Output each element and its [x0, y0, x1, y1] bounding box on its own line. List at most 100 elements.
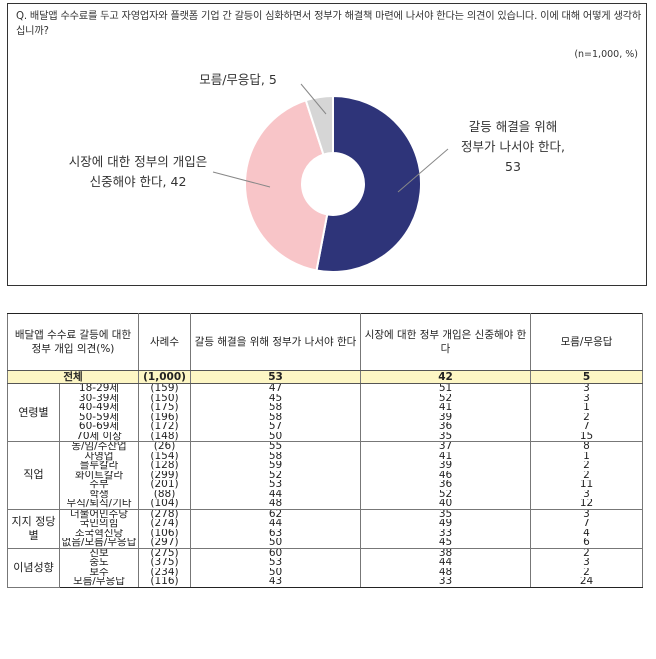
table-row: 40-49세 (175) 58 41 1 — [8, 403, 644, 413]
table-row: 연령별 18-29세 (159) 47 51 3 — [7, 383, 644, 442]
header-col1: 갈등 해결을 위해 정부가 나서야 한다 — [190, 313, 362, 371]
pie-slice-2 — [304, 94, 334, 156]
row-v2: 48 — [360, 567, 532, 577]
row-n: (172) — [138, 422, 192, 432]
row-v3: 12 — [530, 499, 644, 510]
row-label: 70세 이상 — [58, 431, 140, 442]
row-v1: 50 — [190, 567, 362, 577]
leader-line-1 — [212, 171, 271, 188]
row-v2: 40 — [360, 499, 532, 510]
row-v3: 7 — [530, 422, 644, 432]
row-v1: 59 — [190, 461, 362, 471]
row-v3: 2 — [530, 461, 644, 471]
row-n: (375) — [138, 558, 192, 568]
table-row: 30-39세 (150) 45 52 3 — [8, 393, 644, 403]
row-v3: 3 — [530, 383, 644, 394]
row-v2: 35 — [360, 431, 532, 442]
pie-label-0: 갈등 해결을 위해 정부가 나서야 한다, 53 — [461, 119, 565, 174]
group-label: 지지 정당별 — [7, 509, 60, 549]
total-v1: 53 — [190, 370, 362, 384]
row-label: 40-49세 — [58, 403, 140, 413]
row-v1: 63 — [190, 528, 362, 538]
row-n: (159) — [138, 383, 192, 394]
row-n: (88) — [138, 489, 192, 499]
table-header-row: 배달앱 수수료 갈등에 대한 정부 개입 의견(%) 사례수 갈등 해결을 위해… — [6, 313, 644, 371]
row-v3: 1 — [530, 403, 644, 413]
row-v3: 6 — [530, 538, 644, 549]
row-v3: 15 — [530, 431, 644, 442]
row-v3: 24 — [530, 577, 644, 588]
row-n: (196) — [138, 412, 192, 422]
leader-line-0 — [397, 148, 449, 193]
row-v3: 2 — [530, 470, 644, 480]
row-v1: 50 — [190, 431, 362, 442]
row-n: (116) — [138, 577, 192, 588]
row-label: 모름/무응답 — [58, 577, 140, 588]
row-label: 무직/퇴직/기타 — [58, 499, 140, 510]
row-v1: 53 — [190, 480, 362, 490]
header-group: 배달앱 수수료 갈등에 대한 정부 개입 의견(%) — [6, 313, 140, 371]
row-n: (201) — [138, 480, 192, 490]
row-n: (106) — [138, 528, 192, 538]
row-label: 중도 — [58, 558, 140, 568]
row-v2: 49 — [360, 519, 532, 529]
table-row: 화이트칼라 (299) 52 46 2 — [8, 470, 644, 480]
row-v3: 2 — [530, 567, 644, 577]
row-v2: 33 — [360, 528, 532, 538]
result-table: 배달앱 수수료 갈등에 대한 정부 개입 의견(%) 사례수 갈등 해결을 위해… — [6, 313, 644, 588]
table-row: 자영업 (154) 58 41 1 — [8, 451, 644, 461]
row-n: (26) — [138, 441, 192, 452]
table-row: 보수 (234) 50 48 2 — [8, 567, 644, 577]
row-v3: 3 — [530, 489, 644, 499]
row-label: 없음/모름/무응답 — [58, 538, 140, 549]
row-v3: 11 — [530, 480, 644, 490]
row-v2: 36 — [360, 480, 532, 490]
row-v1: 48 — [190, 499, 362, 510]
row-v2: 44 — [360, 558, 532, 568]
donut-chart: 갈등 해결을 위해 정부가 나서야 한다, 53 시장에 대한 정부의 개입은 신중해야… — [69, 72, 565, 273]
row-n: (234) — [138, 567, 192, 577]
row-v3: 1 — [530, 451, 644, 461]
row-v1: 58 — [190, 403, 362, 413]
row-v3: 3 — [530, 558, 644, 568]
row-n: (148) — [138, 431, 192, 442]
table-row: 60-69세 (172) 57 36 7 — [8, 422, 644, 432]
header-col2: 시장에 대한 정부 개입은 신중해야 한다 — [360, 313, 532, 371]
row-n: (275) — [138, 548, 192, 558]
table-row: 이념성향 진보 (275) 60 38 2 — [7, 548, 644, 588]
row-v1: 53 — [190, 558, 362, 568]
row-v1: 58 — [190, 451, 362, 461]
row-label: 학생 — [58, 489, 140, 499]
table-row: 조국혁신당 (106) 63 33 4 — [8, 528, 644, 538]
table-row: 학생 (88) 44 52 3 — [8, 489, 644, 499]
row-v2: 38 — [360, 548, 532, 558]
row-n: (297) — [138, 538, 192, 549]
table-row: 국민의힘 (274) 44 49 7 — [8, 519, 644, 529]
table-body: 전체 (1,000) 53 42 5 연령별 18-29세 (159) 47 51 3 30-39세(… — [6, 370, 644, 588]
pie-label-2: 모름/무응답, 5 — [199, 72, 277, 87]
row-label: 18-29세 — [58, 383, 140, 394]
row-v2: 39 — [360, 412, 532, 422]
row-v1: 60 — [190, 548, 362, 558]
row-v1: 52 — [190, 470, 362, 480]
table-row: 모름/무응답 (116) 43 33 24 — [8, 577, 644, 588]
row-n: (274) — [138, 519, 192, 529]
row-label: 60-69세 — [58, 422, 140, 432]
row-label: 주부 — [58, 480, 140, 490]
row-v1: 45 — [190, 393, 362, 403]
row-n: (104) — [138, 499, 192, 510]
row-v2: 41 — [360, 403, 532, 413]
chart-panel: Q. 배달앱 수수료를 두고 자영업자와 플랫폼 기업 간 갈등이 심화하면서 … — [7, 3, 647, 286]
pie-slice-1 — [244, 99, 329, 272]
row-label: 화이트칼라 — [58, 470, 140, 480]
table-row: 없음/모름/무응답 (297) 50 45 6 — [8, 538, 644, 549]
row-n: (150) — [138, 393, 192, 403]
leader-line-2 — [300, 83, 327, 115]
row-v2: 46 — [360, 470, 532, 480]
table-row: 직업 농/임/수산업 (26) 55 37 8 — [7, 441, 644, 510]
sample-note: (n=1,000, %) — [574, 49, 638, 60]
table-row: 50-59세 (196) 58 39 2 — [8, 412, 644, 422]
header-n: 사례수 — [138, 313, 192, 371]
row-v3: 2 — [530, 412, 644, 422]
row-v2: 37 — [360, 441, 532, 452]
